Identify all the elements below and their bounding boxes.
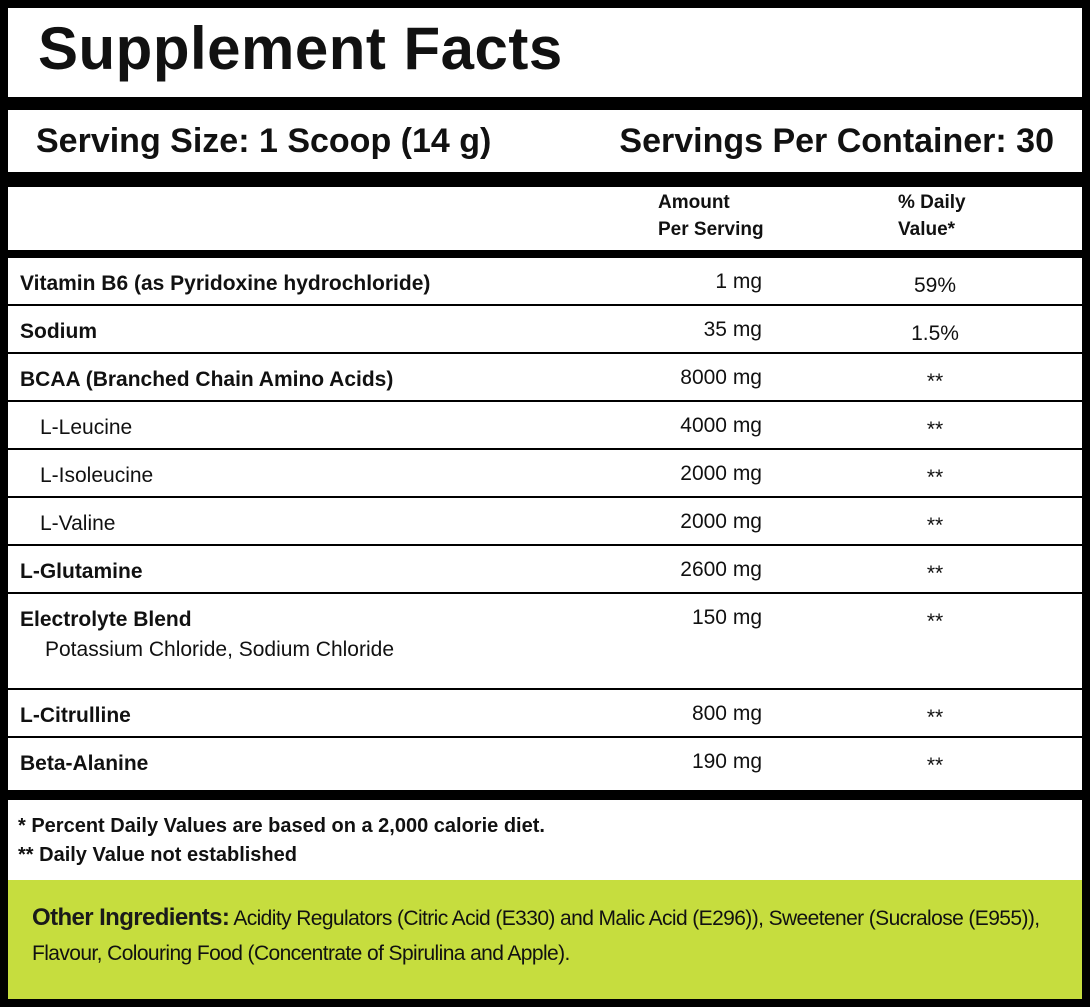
amount: 150 mg xyxy=(691,606,762,629)
component-row: L-Leucine 4000 mg ** xyxy=(8,402,1082,450)
header-line: Amount xyxy=(658,192,730,213)
amount: 2600 mg xyxy=(680,558,762,581)
other-ingredients: Other Ingredients: Acidity Regulators (C… xyxy=(8,880,1082,999)
component-row: L-Valine 2000 mg ** xyxy=(8,498,1082,546)
footnote: * Percent Daily Values are based on a 2,… xyxy=(18,815,545,837)
other-text: Acidity Regulators (Citric Acid (E330) a… xyxy=(32,907,1040,965)
nutrient-description: Potassium Chloride, Sodium Chloride xyxy=(45,638,394,661)
nutrient-name: L-Valine xyxy=(40,512,116,535)
nutrient-name: Beta-Alanine xyxy=(20,752,149,775)
nutrient-row: L-Citrulline 800 mg ** xyxy=(8,690,1082,738)
amount: 2000 mg xyxy=(680,462,762,485)
nutrient-name: L-Citrulline xyxy=(20,704,131,727)
nutrient-name: L-Glutamine xyxy=(20,560,143,583)
nutrient-row: Sodium 35 mg 1.5% xyxy=(8,306,1082,354)
footnotes: * Percent Daily Values are based on a 2,… xyxy=(8,800,1082,880)
nutrient-rows: Vitamin B6 (as Pyridoxine hydrochloride)… xyxy=(8,258,1082,790)
header-line: Value* xyxy=(898,219,956,240)
amount: 190 mg xyxy=(691,750,762,773)
servings-per-container: Servings Per Container: 30 xyxy=(619,121,1054,160)
nutrient-name: L-Leucine xyxy=(40,416,133,439)
amount: 2000 mg xyxy=(680,510,762,533)
other-label: Other Ingredients: xyxy=(32,904,230,931)
amount: 1 mg xyxy=(715,270,762,293)
component-row: L-Isoleucine 2000 mg ** xyxy=(8,450,1082,498)
amount: 4000 mg xyxy=(680,414,762,437)
nutrient-name: L-Isoleucine xyxy=(40,464,154,487)
nutrient-row: Vitamin B6 (as Pyridoxine hydrochloride)… xyxy=(8,258,1082,306)
amount-header: Amount Per Serving xyxy=(658,189,764,243)
nutrient-row: Electrolyte Blend Potassium Chloride, Sod… xyxy=(8,594,1082,690)
serving-info: Serving Size: 1 Scoop (14 g) Servings Pe… xyxy=(8,110,1082,172)
nutrient-name: Sodium xyxy=(20,320,97,343)
title: Supplement Facts xyxy=(8,8,1082,97)
nutrient-name: Vitamin B6 (as Pyridoxine hydrochloride) xyxy=(20,272,431,295)
serving-size: Serving Size: 1 Scoop (14 g) xyxy=(36,121,492,160)
nutrient-row: L-Glutamine 2600 mg ** xyxy=(8,546,1082,594)
nutrient-row: BCAA (Branched Chain Amino Acids) 8000 mg… xyxy=(8,354,1082,402)
amount: 35 mg xyxy=(703,318,762,341)
footnote: ** Daily Value not established xyxy=(18,844,297,866)
nutrient-name: Electrolyte Blend xyxy=(20,608,192,631)
amount: 8000 mg xyxy=(680,366,762,389)
amount: 800 mg xyxy=(691,702,762,725)
header-line: % Daily xyxy=(898,192,966,213)
dv-header: % Daily Value* xyxy=(898,189,966,243)
nutrient-row: Beta-Alanine 190 mg ** xyxy=(20,750,944,777)
nutrient-name: BCAA (Branched Chain Amino Acids) xyxy=(20,368,394,391)
column-header: Amount Per Serving % Daily Value* xyxy=(8,187,1082,250)
header-line: Per Serving xyxy=(658,219,764,240)
